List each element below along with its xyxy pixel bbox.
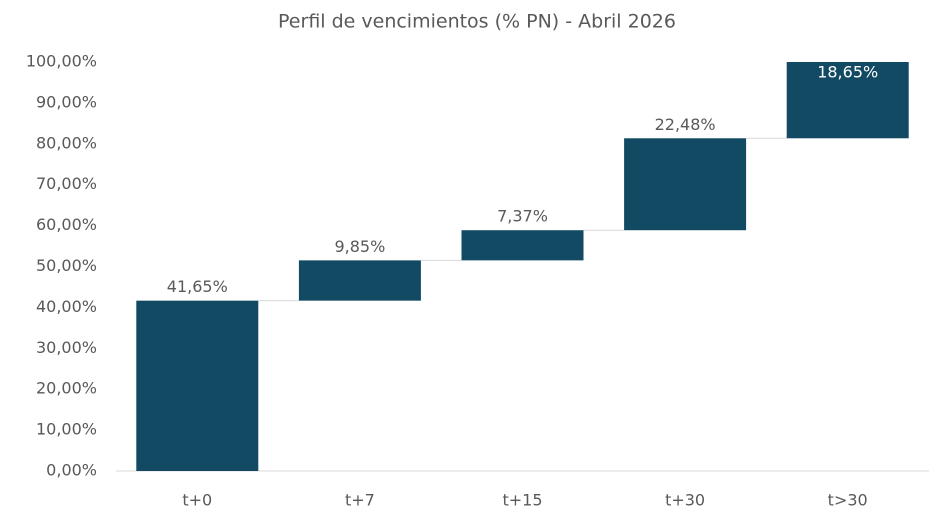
bar bbox=[461, 230, 584, 261]
chart-title: Perfil de vencimientos (% PN) - Abril 20… bbox=[278, 11, 676, 33]
y-tick-label: 90,00% bbox=[36, 92, 97, 111]
y-tick-label: 10,00% bbox=[36, 420, 97, 439]
data-label: 22,48% bbox=[655, 115, 716, 134]
bar bbox=[786, 62, 909, 139]
x-tick-label: t+0 bbox=[182, 491, 212, 510]
data-label: 9,85% bbox=[334, 237, 385, 256]
y-tick-label: 60,00% bbox=[36, 215, 97, 234]
data-label: 41,65% bbox=[167, 277, 228, 296]
data-label: 7,37% bbox=[497, 207, 548, 226]
y-tick-label: 0,00% bbox=[46, 461, 97, 480]
y-tick-label: 30,00% bbox=[36, 338, 97, 357]
x-tick-label: t+15 bbox=[502, 491, 542, 510]
x-tick-label: t+30 bbox=[665, 491, 705, 510]
y-tick-label: 40,00% bbox=[36, 297, 97, 316]
y-tick-label: 20,00% bbox=[36, 379, 97, 398]
y-tick-label: 70,00% bbox=[36, 174, 97, 193]
bar bbox=[136, 300, 259, 471]
bar bbox=[298, 260, 421, 301]
y-tick-label: 80,00% bbox=[36, 133, 97, 152]
data-label: 18,65% bbox=[817, 63, 878, 82]
bar bbox=[624, 138, 747, 231]
y-tick-label: 100,00% bbox=[26, 52, 97, 71]
y-tick-label: 50,00% bbox=[36, 256, 97, 275]
x-tick-label: t>30 bbox=[828, 491, 868, 510]
x-tick-label: t+7 bbox=[345, 491, 375, 510]
